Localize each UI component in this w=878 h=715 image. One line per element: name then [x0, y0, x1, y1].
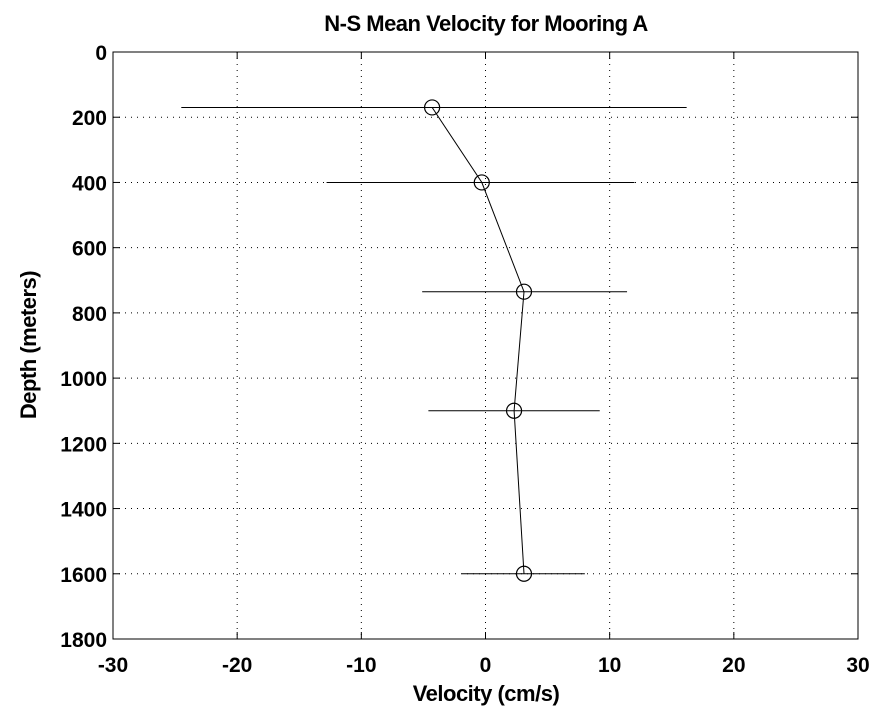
error-bars: [181, 106, 687, 575]
data-point-marker: [473, 174, 490, 191]
x-tick-label: 30: [846, 654, 869, 677]
x-tick-label: -20: [222, 654, 252, 677]
y-tick-labels: 0 200 400 600 800 1000 1200 1400 1600 1800: [60, 42, 107, 652]
tick-layer: [112, 51, 859, 640]
data-point-marker: [505, 402, 523, 419]
series-line: [431, 107, 525, 574]
x-tick-labels: -30 -20 -10 0 10 20 30: [98, 654, 870, 677]
x-tick-label: 10: [598, 654, 621, 677]
grid-layer: [113, 52, 858, 639]
y-axis-label: Depth (meters): [16, 271, 41, 419]
x-tick-label: 20: [722, 654, 745, 677]
y-tick-label: 1600: [60, 564, 107, 587]
markers: [424, 99, 533, 582]
y-tick-label: 200: [72, 107, 107, 130]
y-tick-label: 1000: [60, 368, 107, 391]
chart-title: N-S Mean Velocity for Mooring A: [324, 11, 648, 36]
y-tick-label: 400: [72, 172, 107, 195]
y-tick-label: 1200: [60, 433, 107, 456]
y-tick-label: 800: [72, 303, 107, 326]
data-point-marker: [515, 283, 533, 300]
y-tick-label: 0: [95, 42, 107, 65]
y-tick-label: 1400: [60, 499, 107, 522]
x-tick-label: 0: [480, 654, 492, 677]
y-tick-label: 600: [72, 238, 107, 261]
data-point-marker: [515, 565, 533, 582]
x-tick-label: -10: [346, 654, 376, 677]
x-axis-label: Velocity (cm/s): [413, 681, 560, 706]
x-tick-label: -30: [98, 654, 128, 677]
data-point-marker: [424, 99, 441, 116]
y-tick-label: 1800: [60, 629, 107, 652]
